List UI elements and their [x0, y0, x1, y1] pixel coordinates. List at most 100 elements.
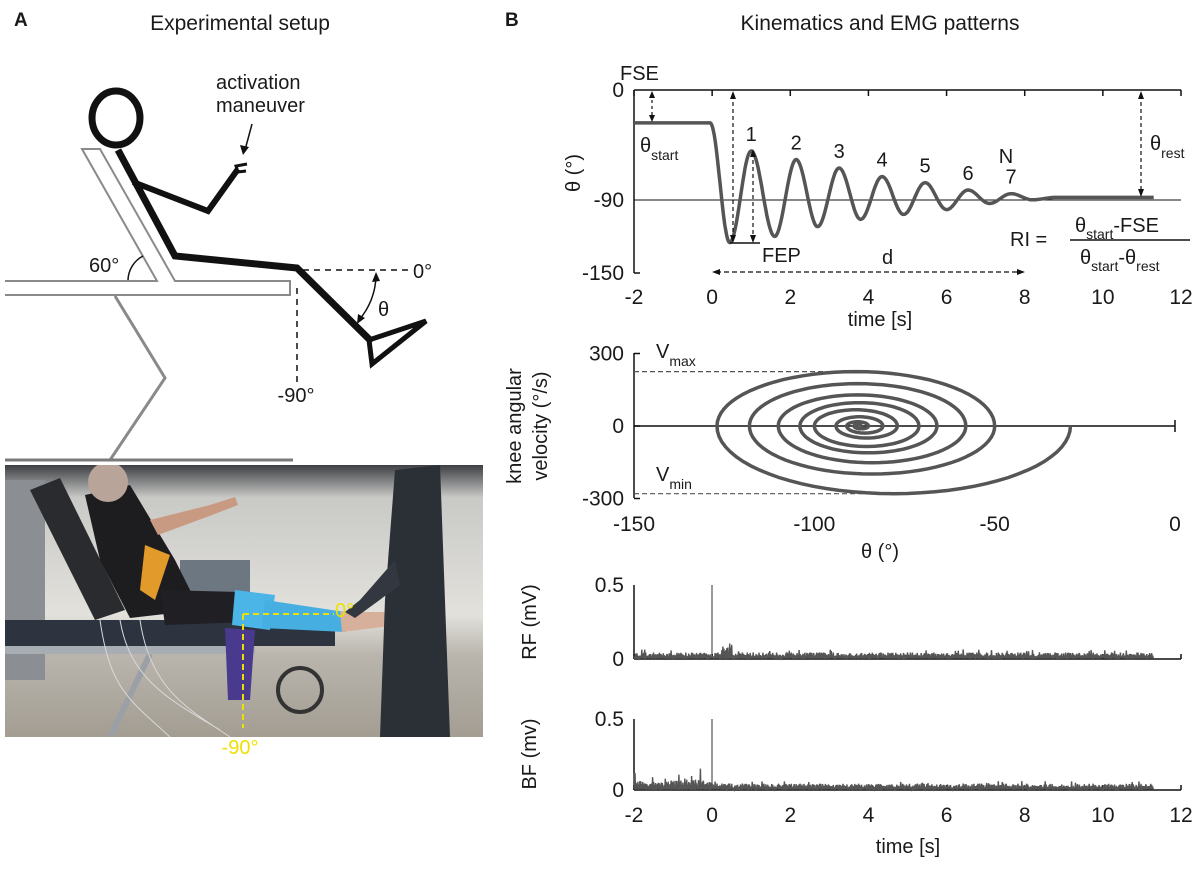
- ri-numerator: θstart-FSE: [1075, 215, 1159, 242]
- photo-angle-0-label: 0°: [335, 600, 354, 622]
- peak-label-2: 2: [791, 133, 802, 155]
- vmin-symbol: V: [656, 464, 670, 486]
- setup-diagram: 60° activation maneuver 0° -90° θ: [5, 72, 432, 462]
- peak-label-6: 6: [962, 163, 973, 185]
- photo-other-leg: [225, 628, 255, 700]
- theta-arc: [358, 275, 377, 321]
- c1-x-tick-label: 2: [784, 286, 796, 309]
- c1-x-tick-label: 4: [863, 286, 875, 309]
- activation-arrow: [244, 123, 253, 151]
- panel-a: A Experimental setup 60° activation mane…: [5, 10, 483, 759]
- panel-b: B Kinematics and EMG patterns -2 0 2 4 6 8 10 1…: [504, 10, 1193, 858]
- c4-tick-labels: 0.50-2 0 2 4 6 8 10 12: [595, 708, 1193, 827]
- ri-den-sub2: rest: [1136, 258, 1159, 274]
- d-label: d: [882, 247, 893, 269]
- theta-start-symbol: θ: [640, 135, 651, 157]
- photo-subject-head-blurred: [88, 465, 128, 502]
- c1-tick-labels: -2 0 2 4 6 8 10 120-90-150: [582, 79, 1193, 309]
- c1-x-tick-label: 12: [1169, 286, 1192, 309]
- c1-x-tick-label: -2: [625, 286, 644, 309]
- peak-label-3: 3: [834, 141, 845, 163]
- rf-emg-chart: 0.5 0 RF (mV): [519, 574, 1182, 671]
- c1-x-tick-label: 6: [941, 286, 953, 309]
- emg-x-tick-label: 8: [1019, 804, 1031, 827]
- theta-start-arrowhead-top-icon: [649, 91, 655, 98]
- c1-y-tick-label: -150: [582, 262, 624, 285]
- d-arrowhead-left-icon: [712, 269, 720, 275]
- emg-y-tick-label: 0: [612, 648, 624, 671]
- activation-arrowhead-icon: [240, 145, 249, 155]
- vmax-symbol: V: [656, 341, 670, 363]
- setup-photo: 0° -90°: [5, 465, 483, 759]
- theta-rest-arrowhead-bottom-icon: [1138, 189, 1144, 197]
- photo-wheelchair: [276, 666, 324, 714]
- knee-angle-chart: -2 0 2 4 6 8 10 120-90-150 θ (°) time [s] FSE θ…: [563, 63, 1193, 331]
- photo-wall-screen: [180, 560, 250, 595]
- fse-arrowhead-bottom-icon: [730, 235, 736, 243]
- bf-emg-signal: [633, 768, 1154, 793]
- theta-rest-arrowhead-top-icon: [1138, 91, 1144, 99]
- theta-start-arrowhead-bottom-icon: [649, 115, 655, 122]
- vmin-label: Vmin: [656, 464, 692, 492]
- c2-x-tick-label: 0: [1169, 513, 1181, 536]
- peak-label-7: 7: [1005, 167, 1016, 189]
- c2-x-tick-label: -100: [793, 513, 835, 536]
- c3-ylabel: RF (mV): [519, 584, 541, 660]
- d-arrowhead-right-icon: [1017, 269, 1025, 275]
- emg-x-tick-label: 10: [1091, 804, 1114, 827]
- c1-y-tick-label: -90: [594, 189, 624, 212]
- c4-xlabel: time [s]: [876, 836, 940, 858]
- emg-y-tick-label: 0.5: [595, 708, 624, 731]
- emg-x-tick-label: 2: [784, 804, 796, 827]
- emg-x-tick-label: 4: [863, 804, 875, 827]
- photo-harness: [140, 545, 170, 600]
- c2-xlabel: θ (°): [861, 541, 899, 563]
- c2-y-tick-label: -300: [582, 488, 624, 511]
- emg-x-tick-label: 0: [706, 804, 718, 827]
- panel-b-title: Kinematics and EMG patterns: [741, 12, 1020, 35]
- angle-60-arc: [127, 255, 144, 281]
- peak-label-5: 5: [920, 156, 931, 178]
- c1-ylabel: θ (°): [563, 154, 585, 192]
- fse-arrowhead-top-icon: [730, 91, 736, 99]
- arm: [131, 167, 241, 215]
- emg-x-tick-label: 12: [1169, 804, 1192, 827]
- ri-denominator: θstart-θrest: [1080, 247, 1160, 274]
- rf-emg-signal: [633, 643, 1154, 661]
- vmin-sub: min: [669, 476, 692, 492]
- chair-outline: [5, 148, 291, 296]
- foot: [366, 318, 428, 369]
- theta-start-label: θstart: [640, 135, 678, 163]
- peak-label-4: 4: [877, 150, 888, 172]
- c2-x-tick-label: -50: [979, 513, 1009, 536]
- ri-num-symbol: θ: [1075, 215, 1086, 237]
- theta-arrowhead-bottom-icon: [357, 314, 365, 324]
- fep-arrowhead-top-icon: [750, 149, 756, 157]
- vmax-sub: max: [669, 353, 695, 369]
- photo-subject-arm: [150, 497, 238, 535]
- peak-labels: 1 2 3 4 5 6 7: [746, 124, 1017, 189]
- vmax-label: Vmax: [656, 341, 696, 369]
- ri-num-sub: start: [1086, 226, 1113, 242]
- body-and-leg: [114, 148, 375, 345]
- panel-letter-a: A: [14, 10, 28, 31]
- emg-y-tick-label: 0.5: [595, 574, 624, 597]
- ri-formula: RI = θstart-FSE θstart-θrest: [1010, 215, 1190, 274]
- c2-y-tick-label: 0: [612, 415, 624, 438]
- ri-lhs: RI =: [1010, 229, 1047, 251]
- panel-a-title: Experimental setup: [150, 12, 330, 35]
- emg-y-tick-label: 0: [612, 779, 624, 802]
- hand: [234, 162, 248, 174]
- theta-rest-symbol: θ: [1150, 133, 1161, 155]
- c2-x-tick-label: -150: [613, 513, 655, 536]
- ri-den-symbol: θ: [1080, 247, 1091, 269]
- activation-label-line2: maneuver: [216, 95, 305, 117]
- photo-angle-m90-label: -90°: [222, 737, 259, 759]
- c1-xlabel: time [s]: [848, 309, 912, 331]
- emg-x-tick-label: 6: [941, 804, 953, 827]
- photo-shank-sleeve: [262, 600, 345, 632]
- photo-examiner-arm: [345, 560, 400, 618]
- photo-table-leg: [107, 652, 153, 737]
- c1-x-tick-label: 8: [1019, 286, 1031, 309]
- c2-ylabel-line1: knee angular: [504, 368, 526, 484]
